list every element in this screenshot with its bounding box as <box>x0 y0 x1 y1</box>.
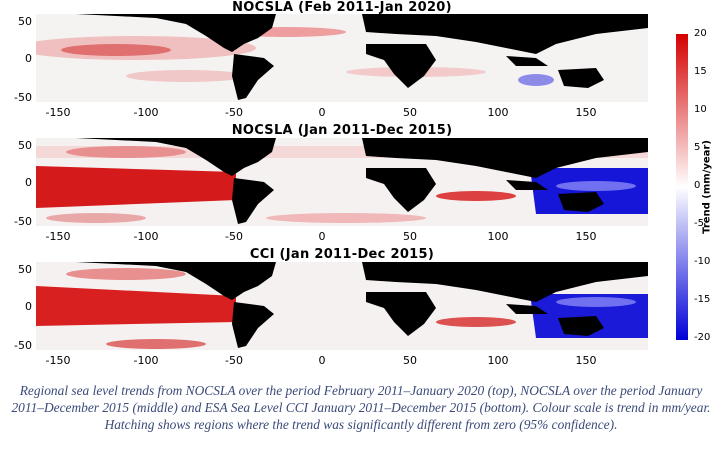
land-north-america <box>76 138 276 176</box>
trend-patch <box>518 74 554 86</box>
figure-caption: Regional sea level trends from NOCSLA ov… <box>11 383 711 432</box>
y-tick-label: -50 <box>14 215 32 228</box>
panel-title-top: NOCSLA (Feb 2011-Jan 2020) <box>232 0 452 15</box>
land-australia <box>558 316 604 336</box>
land-eurasia <box>362 262 648 302</box>
land-maritime <box>506 304 548 314</box>
land-africa <box>366 44 436 88</box>
colorbar-tick-label: -15 <box>694 294 711 305</box>
x-tick-label: -150 <box>45 354 71 367</box>
map-panel-middle <box>36 138 648 226</box>
trend-patch <box>266 213 426 223</box>
x-tick-label: -50 <box>225 354 243 367</box>
land-south-america <box>232 178 274 224</box>
panel-title-middle: NOCSLA (Jan 2011-Dec 2015) <box>231 123 453 138</box>
colorbar-tick-label: 5 <box>694 142 701 153</box>
trend-patch <box>36 286 236 326</box>
trend-patch <box>36 166 236 208</box>
land-eurasia <box>362 14 648 54</box>
y-tick-label: 50 <box>18 263 32 276</box>
x-tick-label: 0 <box>318 106 326 119</box>
x-tick-label: -100 <box>133 106 159 119</box>
trend-patch <box>556 181 636 191</box>
x-tick-label: 100 <box>487 230 509 243</box>
panel-title-bottom: CCI (Jan 2011-Dec 2015) <box>249 247 435 262</box>
x-tick-label: 150 <box>575 354 597 367</box>
trend-patch <box>436 317 516 327</box>
x-tick-label: -100 <box>133 354 159 367</box>
land-australia <box>558 192 604 212</box>
trend-patch <box>530 168 648 214</box>
x-tick-label: -50 <box>225 106 243 119</box>
land-maritime <box>506 180 548 190</box>
trend-patch <box>46 213 146 223</box>
x-tick-label: 100 <box>487 354 509 367</box>
colorbar-tick-label: 15 <box>694 66 707 77</box>
land-africa <box>366 168 436 212</box>
trend-patch <box>126 70 246 82</box>
colorbar-tick-label: 10 <box>694 104 707 115</box>
land-south-america <box>232 54 274 100</box>
colorbar <box>676 34 688 340</box>
x-tick-label: 50 <box>403 354 417 367</box>
y-tick-label: 50 <box>18 15 32 28</box>
x-tick-label: -150 <box>45 106 71 119</box>
y-tick-label: -50 <box>14 339 32 352</box>
trend-patch <box>106 339 206 349</box>
x-tick-label: 50 <box>403 106 417 119</box>
y-tick-label: 0 <box>25 52 32 65</box>
x-tick-label: -100 <box>133 230 159 243</box>
colorbar-tick-label: 0 <box>694 180 701 191</box>
y-tick-label: 0 <box>25 176 32 189</box>
land-north-america <box>76 14 276 52</box>
trend-patch <box>436 191 516 201</box>
x-tick-label: 0 <box>318 354 326 367</box>
map-panel-bottom <box>36 262 648 350</box>
land-africa <box>366 292 436 336</box>
x-tick-label: -50 <box>225 230 243 243</box>
x-tick-label: 150 <box>575 230 597 243</box>
x-tick-label: -150 <box>45 230 71 243</box>
colorbar-tick-label: -5 <box>694 218 704 229</box>
colorbar-tick-label: -10 <box>694 256 711 267</box>
colorbar-tick-label: 20 <box>694 28 707 39</box>
land-south-america <box>232 302 274 348</box>
map-panel-top <box>36 14 648 102</box>
trend-patch <box>61 44 171 56</box>
land-maritime <box>506 56 548 66</box>
land-eurasia <box>362 138 648 178</box>
y-tick-label: -50 <box>14 91 32 104</box>
trend-patch <box>66 268 186 280</box>
x-tick-label: 50 <box>403 230 417 243</box>
x-tick-label: 0 <box>318 230 326 243</box>
trend-patch <box>556 297 636 307</box>
land-australia <box>558 68 604 88</box>
x-tick-label: 100 <box>487 106 509 119</box>
land-north-america <box>76 262 276 300</box>
colorbar-tick-label: -20 <box>694 332 711 343</box>
y-tick-label: 50 <box>18 139 32 152</box>
trend-patch <box>66 146 186 158</box>
y-tick-label: 0 <box>25 300 32 313</box>
figure: NOCSLA (Feb 2011-Jan 2020) NOCSLA (Jan 2… <box>14 0 713 367</box>
x-tick-label: 150 <box>575 106 597 119</box>
colorbar-label: Trend (mm/year) <box>701 140 713 234</box>
